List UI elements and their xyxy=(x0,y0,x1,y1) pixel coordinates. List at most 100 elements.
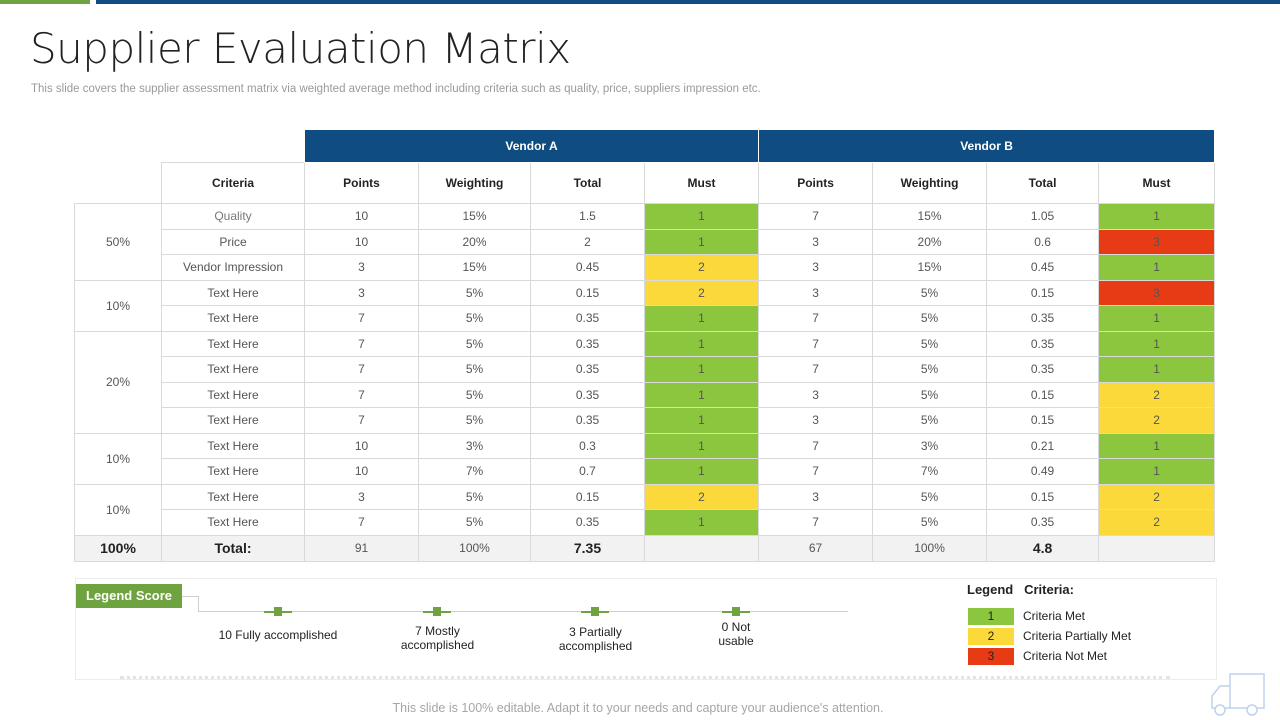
top-accent-green xyxy=(0,0,90,4)
score-label-mostly: 7 Mostly accomplished xyxy=(400,624,475,652)
score-marker-icon xyxy=(264,607,292,616)
vendor-a-weighting-header: Weighting xyxy=(418,162,531,204)
vendor-a-total: 0.45 xyxy=(530,254,645,281)
table-row: 50% Quality 10 15% 1.5 1 7 15% 1.05 1 xyxy=(74,203,1216,281)
criteria-legend-label: Criteria Met xyxy=(1023,609,1086,623)
vendor-b-must: 3 xyxy=(1098,228,1216,255)
vendor-a-weighting: 5% xyxy=(418,381,531,408)
vendor-a-total-header: Total xyxy=(530,162,645,204)
total-label: Total: xyxy=(161,534,305,562)
vendor-b-points: 7 xyxy=(758,356,874,383)
vendor-a-points: 7 xyxy=(304,305,419,332)
vendor-b-points: 3 xyxy=(758,254,874,281)
vendor-b-header: Vendor B xyxy=(758,129,1216,163)
vendor-a-weighting: 5% xyxy=(418,483,531,510)
matrix-body: 50% Quality 10 15% 1.5 1 7 15% 1.05 1 Price 10 20% 2 1… xyxy=(74,203,1216,536)
subheader-blank xyxy=(74,162,162,204)
vendor-a-weighting: 3% xyxy=(418,432,531,459)
table-row: Text Here 7 5% 0.35 1 7 5% 0.35 1 xyxy=(75,356,1216,383)
criteria-cell: Text Here xyxy=(161,483,305,510)
vendor-a-must: 1 xyxy=(643,305,760,332)
vendor-b-points: 3 xyxy=(758,483,874,510)
legend-score-tag: Legend Score xyxy=(76,584,182,608)
criteria-cell: Quality xyxy=(161,203,305,230)
vendor-b-weighting: 5% xyxy=(872,407,988,434)
vendor-b-weighting: 5% xyxy=(872,381,988,408)
criteria-legend-label: Criteria Not Met xyxy=(1023,649,1108,663)
criteria-cell: Text Here xyxy=(161,432,305,459)
vendor-a-must: 1 xyxy=(643,356,760,383)
vendor-a-total: 0.35 xyxy=(530,305,645,332)
criteria-cell: Text Here xyxy=(161,305,305,332)
vendor-a-grand-total: 7.35 xyxy=(530,534,645,562)
table-row: Vendor Impression 3 15% 0.45 2 3 15% 0.45 1 xyxy=(75,254,1216,281)
vendor-b-points: 7 xyxy=(758,432,874,459)
vendor-a-must: 1 xyxy=(643,381,760,408)
total-row: 100% Total: 91 100% 7.35 67 100% 4.8 xyxy=(74,534,1216,562)
vendor-b-must: 2 xyxy=(1098,509,1216,536)
vendor-a-points: 7 xyxy=(304,381,419,408)
vendor-a-must: 1 xyxy=(643,228,760,255)
vendor-b-grand-total: 4.8 xyxy=(986,534,1100,562)
criteria-swatch: 1 xyxy=(968,608,1014,625)
vendor-b-total-must xyxy=(1098,534,1216,562)
score-marker-icon xyxy=(423,607,451,616)
criteria-cell: Text Here xyxy=(161,330,305,357)
criteria-swatch: 2 xyxy=(968,628,1014,645)
vendor-b-must: 1 xyxy=(1098,254,1216,281)
vendor-a-must: 2 xyxy=(643,279,760,306)
group-weight: 10% xyxy=(74,483,162,536)
top-accent-blue xyxy=(96,0,1280,4)
vendor-b-points: 7 xyxy=(758,458,874,485)
vendor-a-points: 7 xyxy=(304,356,419,383)
vendor-a-points: 10 xyxy=(304,458,419,485)
vendor-b-points: 7 xyxy=(758,203,874,230)
vendor-b-weighting: 15% xyxy=(872,254,988,281)
header-blank xyxy=(74,129,305,163)
vendor-b-total: 0.35 xyxy=(986,305,1100,332)
vendor-a-points: 10 xyxy=(304,432,419,459)
vendor-b-points: 7 xyxy=(758,330,874,357)
dotted-divider xyxy=(120,676,1170,682)
vendor-a-must: 1 xyxy=(643,432,760,459)
vendor-b-weighting: 5% xyxy=(872,279,988,306)
vendor-b-must: 1 xyxy=(1098,356,1216,383)
vendor-b-total: 0.49 xyxy=(986,458,1100,485)
vendor-b-weighting: 7% xyxy=(872,458,988,485)
vendor-b-total-header: Total xyxy=(986,162,1100,204)
vendor-b-must: 1 xyxy=(1098,330,1216,357)
criteria-header: Criteria xyxy=(161,162,305,204)
score-marker-icon xyxy=(581,607,609,616)
vendor-a-points: 7 xyxy=(304,330,419,357)
vendor-a-total: 0.15 xyxy=(530,483,645,510)
criteria-swatch: 3 xyxy=(968,648,1014,665)
vendor-a-points: 7 xyxy=(304,509,419,536)
vendor-b-points: 3 xyxy=(758,407,874,434)
criteria-legend-item: 2 Criteria Partially Met xyxy=(968,628,1228,645)
vendor-a-must: 1 xyxy=(643,458,760,485)
vendor-b-must: 2 xyxy=(1098,407,1216,434)
table-row: Text Here 7 5% 0.35 1 3 5% 0.15 2 xyxy=(75,407,1216,434)
vendor-b-total: 0.15 xyxy=(986,483,1100,510)
vendor-a-weighting: 5% xyxy=(418,305,531,332)
vendor-b-total: 0.15 xyxy=(986,381,1100,408)
vendor-b-weighting: 20% xyxy=(872,228,988,255)
vendor-a-must: 1 xyxy=(643,203,760,230)
vendor-a-total: 0.3 xyxy=(530,432,645,459)
vendor-a-must: 1 xyxy=(643,509,760,536)
vendor-a-total: 0.35 xyxy=(530,407,645,434)
vendor-b-points: 3 xyxy=(758,279,874,306)
vendor-a-weighting: 5% xyxy=(418,279,531,306)
criteria-legend-item: 1 Criteria Met xyxy=(968,608,1228,625)
vendor-a-weighting: 7% xyxy=(418,458,531,485)
vendor-a-total: 0.15 xyxy=(530,279,645,306)
vendor-a-weighting: 15% xyxy=(418,203,531,230)
vendor-b-total: 0.35 xyxy=(986,509,1100,536)
vendor-a-weighting: 15% xyxy=(418,254,531,281)
legend-connector xyxy=(182,596,199,612)
evaluation-matrix: Vendor A Vendor B Criteria Points Weight… xyxy=(74,129,1216,562)
vendor-a-total: 0.35 xyxy=(530,509,645,536)
group-weight: 10% xyxy=(74,432,162,485)
vendor-b-total: 0.6 xyxy=(986,228,1100,255)
criteria-cell: Text Here xyxy=(161,381,305,408)
